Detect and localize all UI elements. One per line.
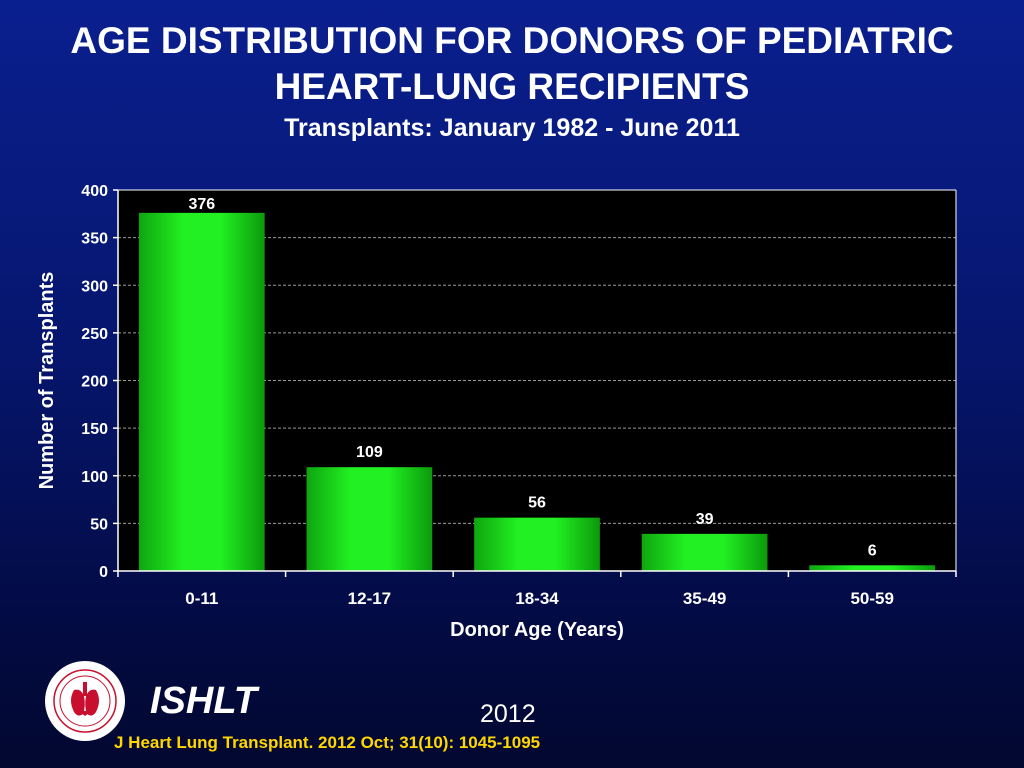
page-subtitle: Transplants: January 1982 - June 2011 [284,114,740,142]
y-tick-label: 200 [81,374,108,391]
y-tick-label: 300 [81,278,108,295]
citation: J Heart Lung Transplant. 2012 Oct; 31(10… [114,733,541,752]
y-tick-label: 250 [81,326,108,343]
data-label: 376 [188,196,215,213]
y-tick-label: 100 [81,469,108,486]
organization-name: ISHLT [150,680,257,722]
y-tick-label: 150 [81,421,108,438]
x-tick-label: 18-34 [515,589,559,608]
y-tick-label: 400 [81,183,108,200]
bar-35-49 [641,533,768,571]
bar-50-59 [809,565,936,571]
data-label: 56 [528,495,546,512]
publication-year: 2012 [480,700,536,728]
y-tick-label: 0 [99,564,108,581]
y-tick-label: 50 [90,516,108,533]
bar-0-11 [138,212,265,572]
data-label: 39 [696,511,714,528]
title-line-2: HEART-LUNG RECIPIENTS [274,66,750,107]
data-label: 109 [356,444,383,461]
bar-12-17 [306,467,433,571]
y-axis-title: Number of Transplants [36,272,58,490]
x-tick-label: 12-17 [348,589,391,608]
y-tick-label: 350 [81,231,108,248]
x-tick-label: 35-49 [683,589,726,608]
ishlt-logo [45,661,125,741]
x-axis-title: Donor Age (Years) [450,619,624,641]
bar-18-34 [474,517,600,571]
title-line-1: AGE DISTRIBUTION FOR DONORS OF PEDIATRIC [70,20,954,61]
data-label: 6 [868,542,877,559]
page-title: AGE DISTRIBUTION FOR DONORS OF PEDIATRIC… [0,18,1024,110]
x-tick-label: 50-59 [850,589,893,608]
x-tick-label: 0-11 [185,589,218,608]
